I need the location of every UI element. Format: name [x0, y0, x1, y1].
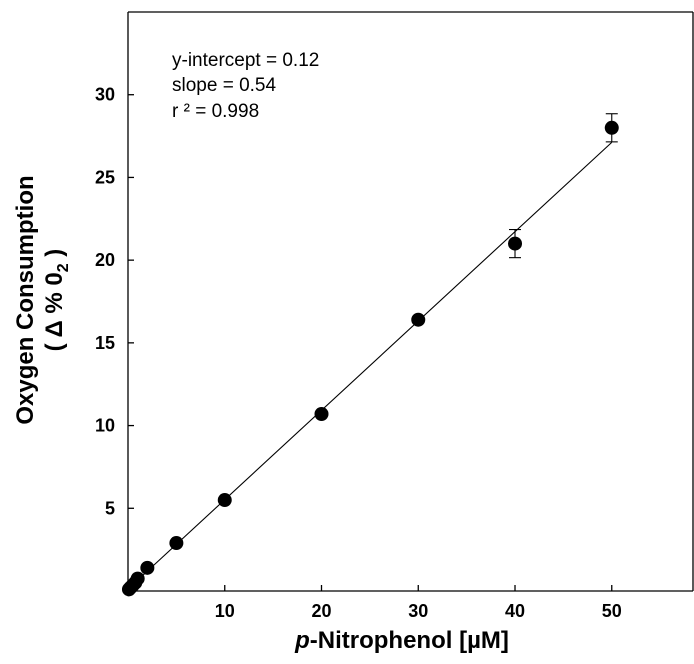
x-tick-label: 40 — [505, 601, 525, 621]
x-tick-label: 10 — [215, 601, 235, 621]
annotation-slope: slope = 0.54 — [172, 75, 276, 96]
data-point — [411, 312, 426, 327]
data-point — [140, 560, 155, 575]
data-point — [217, 493, 232, 508]
y-tick-label: 10 — [95, 416, 115, 436]
y-axis-title-line1: Oxygen Consumption — [12, 175, 39, 424]
fit-line — [127, 141, 613, 590]
data-point — [169, 536, 184, 551]
data-point — [508, 236, 523, 251]
annotation-block: y-intercept = 0.12 slope = 0.54 r ² = 0.… — [172, 50, 319, 122]
x-axis-title: p-Nitrophenol [µM] — [294, 627, 509, 654]
annotation-intercept: y-intercept = 0.12 — [172, 50, 319, 71]
y-axis-title-line2: ( Δ % 02 ) — [41, 249, 72, 352]
x-tick-label: 20 — [311, 601, 331, 621]
x-tick-label: 50 — [602, 601, 622, 621]
y-tick-label: 25 — [95, 167, 115, 187]
data-points — [121, 120, 619, 597]
data-point — [314, 406, 329, 421]
y-axis-title: Oxygen Consumption ( Δ % 02 ) — [12, 175, 72, 424]
annotation-r-squared: r ² = 0.998 — [172, 101, 259, 122]
data-point — [604, 120, 619, 135]
plot-frame — [127, 11, 694, 592]
x-ticks: 10 20 30 40 50 — [215, 585, 622, 621]
y-tick-label: 5 — [105, 498, 115, 518]
y-tick-label: 20 — [95, 250, 115, 270]
y-ticks: 5 10 15 20 25 30 — [95, 85, 134, 518]
data-point — [130, 571, 145, 586]
y-tick-label: 15 — [95, 333, 115, 353]
y-tick-label: 30 — [95, 85, 115, 105]
error-bars — [509, 113, 618, 259]
x-tick-label: 30 — [408, 601, 428, 621]
